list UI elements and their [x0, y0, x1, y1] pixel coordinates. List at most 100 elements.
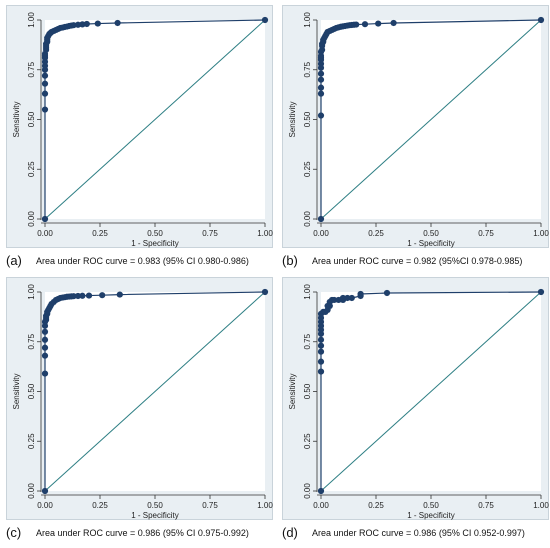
roc-point [41, 106, 49, 113]
x-tick-label: 0.25 [92, 229, 108, 238]
reference-diagonal-line [320, 19, 542, 220]
x-tick-label: 0.75 [202, 229, 218, 238]
panel-label: (d) [282, 525, 298, 540]
roc-chart-svg: 0.000.00 0.25 0.25 0.50 0.50 0.75 0.75 1.00 1.00… [288, 12, 549, 248]
roc-point [70, 293, 77, 300]
reference-diagonal-line [44, 291, 266, 492]
y-axis-title: Sensitivity [12, 373, 21, 409]
y-tick-label: 0.75 [27, 61, 36, 77]
auc-caption: Area under ROC curve = 0.986 (95% CI 0.9… [36, 528, 249, 538]
panel-label: (b) [282, 253, 298, 268]
y-tick-label: 0.25 [303, 161, 312, 177]
y-tick-label: 0.50 [303, 111, 312, 127]
roc-point [79, 292, 86, 299]
roc-point [317, 76, 325, 83]
roc-point [317, 215, 325, 223]
y-tick-label: 0.00 [27, 211, 36, 227]
y-tick-label: 1.00 [27, 284, 36, 300]
roc-point [74, 292, 82, 300]
x-tick-label: 0.00 [37, 229, 53, 238]
panel-label: (a) [6, 253, 22, 268]
x-tick-label: 0.00 [313, 229, 329, 238]
roc-point [114, 19, 121, 27]
x-axis-title: 1 - Specificity [407, 239, 455, 248]
y-tick-label: 0.75 [303, 61, 312, 77]
roc-point [261, 16, 269, 24]
roc-point [383, 289, 391, 297]
x-tick-label: 1.00 [257, 229, 273, 238]
roc-point [375, 20, 382, 27]
chart-area: 0.00 0.00 0.25 0.25 0.50 0.50 0.75 0.75 1.00 1.00… [282, 277, 549, 520]
roc-point [339, 294, 347, 302]
x-tick-label: 1.00 [257, 501, 273, 510]
x-tick-label: 0.75 [478, 229, 494, 238]
roc-point [317, 70, 325, 77]
auc-caption: Area under ROC curve = 0.982 (95%CI 0.97… [312, 256, 523, 266]
roc-point [317, 348, 325, 355]
roc-point [41, 487, 49, 495]
roc-point [537, 16, 545, 24]
x-axis-title: 1 - Specificity [407, 511, 455, 520]
x-tick-label: 0.50 [423, 501, 439, 510]
roc-point [317, 112, 325, 119]
chart-area: 0.00 0.00 0.25 0.25 0.50 0.50 0.75 0.75 1.00 1.00… [282, 5, 549, 248]
y-tick-label: 0.75 [303, 333, 312, 349]
roc-point [41, 215, 49, 223]
x-tick-label: 1.00 [533, 501, 549, 510]
y-tick-label: 1.00 [27, 12, 36, 28]
roc-point [317, 358, 325, 365]
roc-point [85, 292, 93, 299]
roc-point [41, 336, 49, 343]
roc-point [317, 84, 325, 91]
y-tick-label: 0.50 [27, 383, 36, 399]
y-tick-label: 0.25 [27, 433, 36, 449]
chart-area: 0.00 0.00 0.25 0.25 0.50 0.50 0.75 0.75 1.00 1.00… [6, 5, 273, 248]
roc-point [361, 21, 369, 28]
roc-panel-a: 0.00 0.00 0.25 0.25 0.50 0.50 0.75 0.75 1.00 1.00… [6, 5, 273, 270]
roc-point [41, 370, 49, 377]
chart-area: 0.00 0.00 0.25 0.25 0.50 0.50 0.75 0.75 1.00 1.00… [6, 277, 273, 520]
y-tick-label: 0.25 [27, 161, 36, 177]
y-axis-title: Sensitivity [12, 101, 21, 137]
y-tick-label: 1.00 [303, 12, 312, 28]
roc-point [41, 80, 49, 87]
x-axis-title: 1 - Specificity [131, 239, 179, 248]
y-tick-label: 0.75 [27, 333, 36, 349]
roc-point [317, 368, 325, 375]
roc-point [41, 72, 49, 79]
roc-point [94, 20, 101, 27]
roc-point [317, 487, 325, 495]
roc-panel-c: 0.00 0.00 0.25 0.25 0.50 0.50 0.75 0.75 1.00 1.00… [6, 277, 273, 542]
y-tick-label: 0.50 [303, 383, 312, 399]
roc-point [357, 290, 364, 298]
x-tick-label: 0.75 [202, 501, 218, 510]
roc-point [41, 344, 49, 351]
y-tick-label: 0.50 [27, 111, 36, 127]
auc-caption: Area under ROC curve = 0.986 (95% CI 0.9… [312, 528, 525, 538]
y-tick-label: 1.00 [303, 284, 312, 300]
y-tick-label: 0.25 [303, 433, 312, 449]
y-tick-label: 0.00 [27, 483, 36, 499]
roc-chart-svg: 0.000.00 0.25 0.25 0.50 0.50 0.75 0.75 1.00 1.00… [12, 284, 273, 520]
reference-diagonal-line [320, 291, 542, 492]
x-tick-label: 0.00 [313, 501, 329, 510]
roc-point [353, 21, 360, 28]
roc-panel-d: 0.00 0.00 0.25 0.25 0.50 0.50 0.75 0.75 1.00 1.00… [282, 277, 549, 542]
roc-point [116, 291, 123, 298]
y-axis-title: Sensitivity [288, 101, 297, 137]
x-tick-label: 0.50 [147, 501, 163, 510]
roc-point [344, 294, 351, 302]
roc-chart-svg: 0.000.00 0.25 0.25 0.50 0.50 0.75 0.75 1.00 1.00… [288, 284, 549, 520]
x-tick-label: 0.25 [368, 501, 384, 510]
reference-diagonal-line [44, 19, 266, 220]
panel-label: (c) [6, 525, 22, 540]
x-tick-label: 1.00 [533, 229, 549, 238]
roc-point [41, 90, 49, 97]
x-tick-label: 0.25 [92, 501, 108, 510]
x-tick-label: 0.75 [478, 501, 494, 510]
y-tick-label: 0.00 [303, 483, 312, 499]
roc-point [390, 19, 397, 27]
y-tick-label: 0.00 [303, 211, 312, 227]
x-tick-label: 0.50 [423, 229, 439, 238]
roc-point [41, 328, 49, 335]
